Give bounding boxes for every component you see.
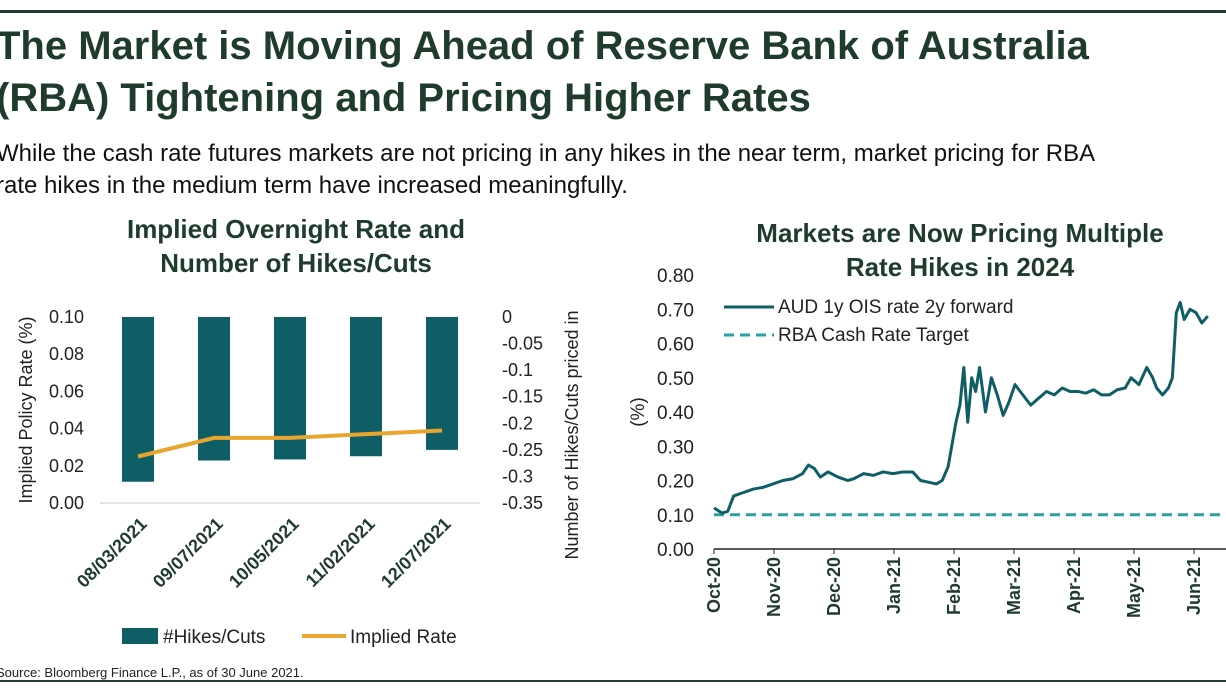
page-subtitle-line-2: rate hikes in the medium term have incre… (0, 172, 628, 199)
right-chart-title-line-2: Rate Hikes in 2024 (845, 252, 1075, 282)
page-title: The Market is Moving Ahead of Reserve Ba… (0, 20, 1226, 124)
right-x-tick-label: Dec-20 (824, 557, 844, 616)
right-y-tick-label: 0 (502, 307, 512, 327)
left-y-tick-label: 0.04 (49, 419, 84, 439)
right-y-tick-label: 0.30 (657, 437, 694, 458)
right-y-axis-label: (%) (628, 397, 649, 427)
right-chart: 0.80 0.70 0.60 0.50 0.40 0.30 0.20 0.10 0.00 (%) O… (628, 266, 1226, 618)
legend-cash-rate-label: RBA Cash Rate Target (778, 325, 970, 346)
left-chart: 0.10 0.08 0.06 0.04 0.02 0.00 0 -0.05 -0.1 -0.15 -… (16, 307, 582, 648)
left-x-tick-label: 09/07/2021 (149, 514, 227, 592)
right-y-tick-label: 0.80 (657, 266, 694, 287)
right-y-tick-label: -0.35 (502, 493, 543, 513)
right-x-tick-label: Nov-20 (764, 557, 784, 617)
implied-rate-line (137, 428, 443, 459)
right-y-tick-label: -0.15 (502, 387, 543, 407)
right-y-tick-label: -0.1 (502, 360, 533, 380)
right-x-tick-label: Feb-21 (944, 557, 964, 615)
legend-hikes-cuts-label: #Hikes/Cuts (163, 627, 265, 648)
left-y-axis-label: Implied Policy Rate (%) (16, 316, 36, 503)
bottom-rule (0, 680, 1226, 682)
legend-hikes-cuts-swatch (122, 628, 158, 644)
left-y-tick-label: 0.10 (49, 307, 84, 327)
legend-ois-label: AUD 1y OIS rate 2y forward (778, 297, 1013, 318)
right-x-tick-label: May-21 (1124, 557, 1144, 618)
right-x-tick-label: Oct-20 (704, 557, 724, 613)
right-chart-title: Markets are Now Pricing Multiple Rate Hi… (680, 216, 1226, 284)
left-y-tick-label: 0.00 (49, 493, 84, 513)
page-title-line-1: The Market is Moving Ahead of Reserve Ba… (0, 24, 1089, 68)
ois-rate-line (713, 300, 1209, 515)
left-chart-title: Implied Overnight Rate and Number of Hik… (60, 212, 532, 280)
right-y-tick-label: 0.00 (657, 540, 694, 561)
left-y-tick-label: 0.06 (49, 381, 84, 401)
right-x-tick-label: Apr-21 (1064, 557, 1084, 614)
left-x-tick-label: 11/02/2021 (302, 514, 379, 591)
left-x-tick-label: 10/05/2021 (225, 514, 303, 592)
right-y-tick-label: 0.60 (657, 335, 694, 356)
left-x-tick-label: 12/07/2021 (377, 514, 455, 592)
right-y-tick-label: -0.25 (502, 440, 543, 460)
right-x-tick-label: Jan-21 (884, 557, 904, 614)
left-y-tick-label: 0.02 (49, 456, 84, 476)
right-x-tick-label: Jun-21 (1184, 557, 1204, 615)
left-y-tick-label: 0.08 (49, 344, 84, 364)
left-chart-title-line-1: Implied Overnight Rate and (126, 214, 466, 244)
right-y-tick-label: -0.2 (502, 413, 533, 433)
right-y-tick-label: -0.05 (502, 334, 543, 354)
source-note: Source: Bloomberg Finance L.P., as of 30… (0, 665, 304, 680)
top-rule (0, 10, 1226, 13)
hikes-cuts-bar (122, 317, 154, 482)
page-subtitle: While the cash rate futures markets are … (0, 138, 1226, 202)
right-y-tick-label: 0.20 (657, 472, 694, 493)
left-x-tick-label: 08/03/2021 (73, 514, 151, 592)
right-y-tick-label: 0.10 (657, 506, 694, 527)
page-title-line-2: (RBA) Tightening and Pricing Higher Rate… (0, 76, 811, 120)
right-y-tick-label: 0.40 (657, 403, 694, 424)
legend-implied-rate-label: Implied Rate (350, 627, 457, 648)
right-chart-title-line-1: Markets are Now Pricing Multiple (756, 218, 1164, 248)
right-y-tick-label: 0.50 (657, 369, 694, 390)
page-subtitle-line-1: While the cash rate futures markets are … (0, 140, 1096, 167)
right-y-axis-label: Number of Hikes/Cuts priced in (562, 310, 582, 559)
right-y-tick-label: 0.70 (657, 300, 694, 321)
right-y-tick-label: -0.3 (502, 466, 533, 486)
hikes-cuts-bar (426, 317, 458, 450)
left-chart-title-line-2: Number of Hikes/Cuts (160, 248, 432, 278)
right-x-tick-label: Mar-21 (1004, 557, 1024, 615)
